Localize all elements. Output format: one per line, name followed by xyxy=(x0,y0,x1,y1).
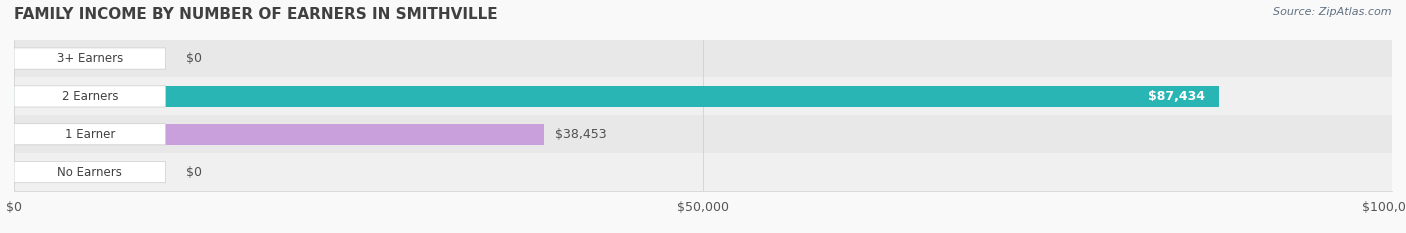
Bar xyxy=(14,40,1392,77)
Text: $87,434: $87,434 xyxy=(1149,90,1205,103)
Bar xyxy=(14,124,544,145)
Text: 2 Earners: 2 Earners xyxy=(62,90,118,103)
Text: Source: ZipAtlas.com: Source: ZipAtlas.com xyxy=(1274,7,1392,17)
Text: FAMILY INCOME BY NUMBER OF EARNERS IN SMITHVILLE: FAMILY INCOME BY NUMBER OF EARNERS IN SM… xyxy=(14,7,498,22)
FancyBboxPatch shape xyxy=(14,86,166,107)
Bar xyxy=(14,77,1392,115)
FancyBboxPatch shape xyxy=(14,124,166,145)
Text: $0: $0 xyxy=(187,166,202,179)
Text: $0: $0 xyxy=(187,52,202,65)
FancyBboxPatch shape xyxy=(14,48,166,69)
Bar xyxy=(14,86,1219,107)
Bar xyxy=(14,153,1392,191)
Text: No Earners: No Earners xyxy=(58,166,122,179)
FancyBboxPatch shape xyxy=(14,161,166,183)
Text: $38,453: $38,453 xyxy=(555,128,606,141)
Text: 1 Earner: 1 Earner xyxy=(65,128,115,141)
Bar xyxy=(14,115,1392,153)
Text: 3+ Earners: 3+ Earners xyxy=(56,52,122,65)
